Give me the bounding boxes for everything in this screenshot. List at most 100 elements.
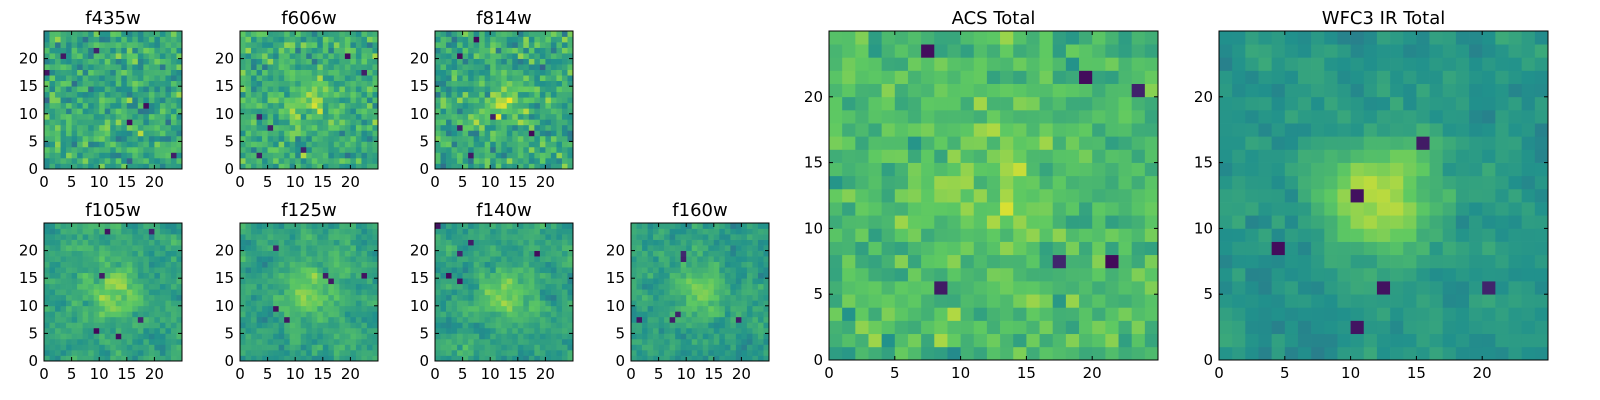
heatmap-cell	[746, 250, 753, 257]
heatmap-cell	[121, 130, 128, 137]
heatmap-cell	[60, 157, 67, 164]
heatmap-cell	[1000, 149, 1014, 163]
heatmap-cell	[55, 97, 61, 104]
heatmap-cell	[686, 261, 693, 268]
heatmap-cell	[49, 245, 56, 251]
heatmap-cell	[99, 152, 106, 159]
heatmap-cell	[278, 278, 285, 285]
heatmap-cell	[479, 289, 486, 296]
heatmap-cell	[99, 80, 106, 87]
heatmap-cell	[132, 163, 139, 170]
heatmap-cell	[561, 113, 568, 120]
heatmap-cell	[165, 349, 172, 356]
heatmap-cell	[311, 135, 318, 142]
y-tick-label: 20	[215, 50, 234, 68]
heatmap-cell	[77, 80, 83, 87]
heatmap-cell	[757, 333, 764, 340]
heatmap-cell	[741, 338, 748, 345]
heatmap-cell	[446, 245, 452, 251]
heatmap-cell	[1000, 267, 1014, 282]
heatmap-cell	[115, 97, 122, 104]
heatmap-cell	[355, 256, 362, 262]
heatmap-cell	[708, 234, 715, 240]
heatmap-cell	[366, 146, 373, 153]
heatmap-cell	[1039, 333, 1054, 348]
heatmap-cell	[44, 272, 50, 279]
heatmap-cell	[251, 64, 257, 70]
heatmap-cell	[121, 91, 128, 98]
heatmap-cell	[1065, 307, 1080, 321]
heatmap-cell	[273, 278, 279, 285]
heatmap-cell	[251, 267, 257, 274]
heatmap-cell	[306, 47, 313, 54]
heatmap-cell	[267, 64, 274, 70]
heatmap-cell	[462, 86, 469, 93]
heatmap-cell	[350, 239, 357, 246]
heatmap-cell	[1065, 241, 1080, 256]
heatmap-cell	[934, 149, 948, 163]
heatmap-cell	[894, 228, 909, 242]
heatmap-cell	[317, 316, 324, 323]
heatmap-cell	[44, 278, 50, 285]
heatmap-cell	[245, 113, 252, 120]
heatmap-cell	[82, 141, 89, 148]
heatmap-cell	[262, 119, 268, 126]
heatmap-cell	[267, 239, 274, 246]
heatmap-cell	[121, 349, 128, 356]
heatmap-cell	[697, 261, 704, 268]
heatmap-cell	[528, 124, 535, 131]
heatmap-cell	[115, 283, 122, 290]
heatmap-cell	[251, 102, 257, 109]
heatmap-cell	[339, 239, 346, 246]
heatmap-cell	[82, 102, 89, 109]
heatmap-cell	[278, 256, 285, 262]
heatmap-cell	[115, 135, 122, 142]
heatmap-cell	[143, 141, 150, 148]
heatmap-cell	[440, 102, 447, 109]
heatmap-cell	[550, 119, 557, 126]
heatmap-cell	[545, 31, 552, 37]
heatmap-cell	[658, 311, 665, 318]
heatmap-cell	[143, 294, 150, 301]
heatmap-cell	[680, 278, 687, 285]
heatmap-cell	[372, 234, 379, 240]
heatmap-cell	[165, 333, 172, 340]
heatmap-cell	[741, 294, 748, 301]
heatmap-cell	[451, 124, 458, 131]
heatmap-cell	[273, 102, 279, 109]
heatmap-cell	[251, 294, 257, 301]
heatmap-cell	[479, 58, 486, 65]
heatmap-cell	[501, 31, 508, 37]
heatmap-cell	[110, 305, 117, 312]
heatmap-cell	[730, 300, 737, 307]
heatmap-cell	[322, 294, 329, 301]
heatmap-cell	[713, 338, 720, 345]
heatmap-cell	[311, 223, 318, 229]
heatmap-cell	[1039, 307, 1054, 321]
heatmap-cell	[479, 305, 486, 312]
heatmap-cell	[121, 261, 128, 268]
heatmap-cell	[355, 311, 362, 318]
heatmap-cell	[829, 267, 843, 282]
heatmap-cell	[344, 333, 351, 340]
heatmap-cell	[82, 113, 89, 120]
heatmap-cell	[328, 108, 335, 115]
heatmap-cell	[435, 250, 441, 257]
heatmap-cell	[484, 157, 491, 164]
heatmap-cell	[462, 31, 469, 37]
heatmap-cell	[311, 239, 318, 246]
heatmap-cell	[110, 239, 117, 246]
heatmap-cell	[273, 267, 279, 274]
heatmap-cell	[132, 119, 139, 126]
heatmap-cell	[284, 157, 291, 164]
heatmap-cell	[697, 294, 704, 301]
heatmap-cell	[240, 36, 246, 43]
heatmap-cell	[104, 141, 111, 148]
heatmap-cell	[148, 75, 155, 82]
heatmap-cell	[77, 333, 83, 340]
heatmap-cell	[506, 146, 513, 153]
heatmap-cell	[77, 267, 83, 274]
heatmap-cell	[256, 130, 263, 137]
heatmap-cell	[322, 223, 329, 229]
heatmap-cell	[126, 245, 133, 251]
